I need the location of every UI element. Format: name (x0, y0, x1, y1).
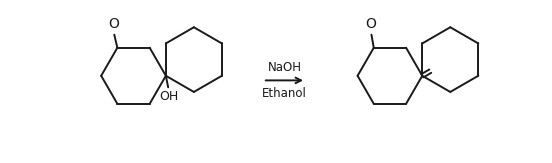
Text: NaOH: NaOH (267, 61, 301, 74)
Text: O: O (108, 17, 119, 31)
Text: OH: OH (160, 90, 178, 103)
Text: O: O (365, 17, 376, 31)
Text: Ethanol: Ethanol (262, 87, 307, 100)
